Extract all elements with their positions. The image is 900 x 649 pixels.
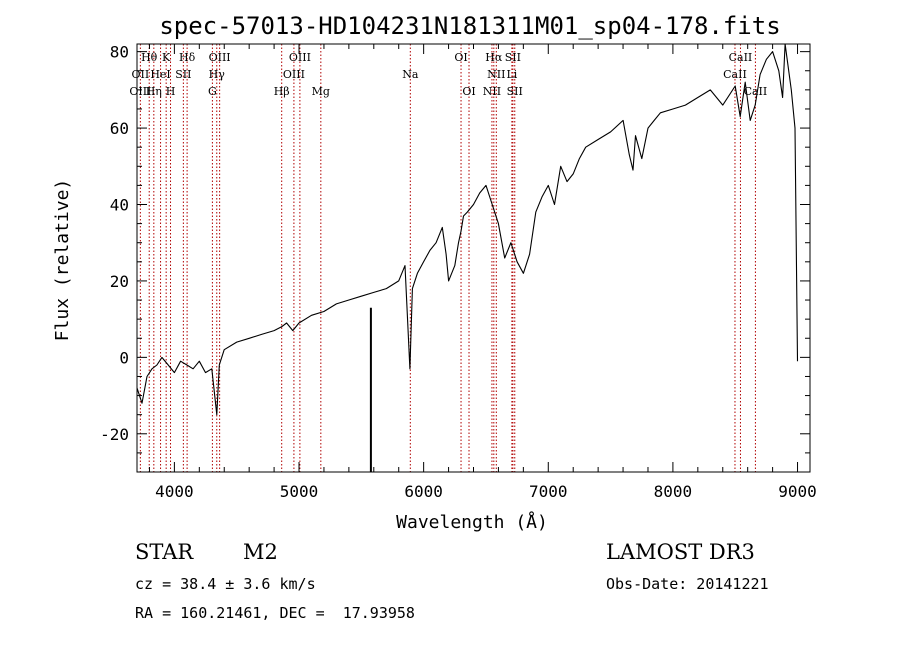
line-label-3934: K	[162, 51, 171, 64]
line-label-6300: OI	[454, 51, 467, 64]
line-labels-top: Hθ K Hδ OIII OIII OI Hα SII CaII	[141, 51, 752, 64]
subclass-label: M2	[243, 540, 278, 564]
line-label-4102: Hδ	[179, 51, 196, 64]
line-label-3727: OII	[132, 68, 150, 81]
y-axis-label: Flux (relative)	[52, 179, 73, 342]
line-label-4305: G	[208, 85, 217, 98]
line-label-5007: OIII	[289, 51, 311, 64]
line-label-3835: Hη	[146, 85, 162, 98]
line-label-4959: OIII	[283, 68, 305, 81]
chart-title: spec-57013-HD104231N181311M01_sp04-178.f…	[159, 12, 780, 40]
cz-value: cz = 38.4 ± 3.6 km/s	[135, 575, 316, 593]
line-label-6548: NII	[483, 85, 501, 98]
line-label-6583: NII	[487, 68, 505, 81]
y-tick-label-20: 20	[110, 272, 129, 291]
line-label-3798: Hθ	[141, 51, 158, 64]
y-tick-label--20: -20	[100, 425, 129, 444]
line-label-8498: CaII	[723, 68, 747, 81]
line-label-4072: SII	[175, 68, 191, 81]
x-tick-label-4000: 4000	[155, 482, 194, 501]
line-label-6731: SII	[507, 85, 523, 98]
line-label-5175: Mg	[312, 85, 330, 98]
series-flux	[136, 43, 799, 416]
obs-date: Obs-Date: 20141221	[606, 575, 769, 593]
line-label-3889: HeI	[150, 68, 170, 81]
y-tick-label-60: 60	[110, 119, 129, 138]
line-label-6364: OI	[462, 85, 475, 98]
line-label-6708: Li	[506, 68, 517, 81]
class-label: STAR	[135, 540, 194, 564]
series-group	[136, 43, 799, 472]
x-tick-label-8000: 8000	[654, 482, 693, 501]
x-axis-label: Wavelength (Å)	[396, 511, 548, 533]
line-label-8662: CaII	[744, 85, 768, 98]
line-label-6716: SII	[505, 51, 521, 64]
coordinates: RA = 160.21461, DEC = 17.93958	[135, 604, 415, 622]
x-tick-label-9000: 9000	[778, 482, 817, 501]
line-label-5893: Na	[402, 68, 419, 81]
axes: 4000 5000 6000 7000 8000 9000 -20 0 20 40 60 80	[100, 43, 817, 501]
y-tick-label-0: 0	[119, 348, 129, 367]
survey-label: LAMOST DR3	[606, 540, 755, 564]
x-tick-label-7000: 7000	[529, 482, 568, 501]
line-label-8542: CaII	[729, 51, 753, 64]
x-tick-label-6000: 6000	[404, 482, 443, 501]
line-labels-mid: OII HeI SII Hγ OIII Na NII Li CaII	[132, 68, 747, 81]
line-label-4340: Hγ	[209, 68, 226, 81]
y-tick-label-40: 40	[110, 196, 129, 215]
line-label-3727: OIII	[129, 85, 151, 98]
line-label-4861: Hβ	[274, 85, 290, 98]
spectrum-chart: spec-57013-HD104231N181311M01_sp04-178.f…	[52, 12, 817, 533]
x-tick-label-5000: 5000	[280, 482, 319, 501]
line-label-4363: OIII	[209, 51, 231, 64]
y-tick-label-80: 80	[110, 43, 129, 62]
spectral-line-markers	[139, 44, 756, 472]
line-label-6563: Hα	[485, 51, 503, 64]
line-label-3969: H	[166, 85, 176, 98]
plot-frame	[136, 43, 811, 473]
